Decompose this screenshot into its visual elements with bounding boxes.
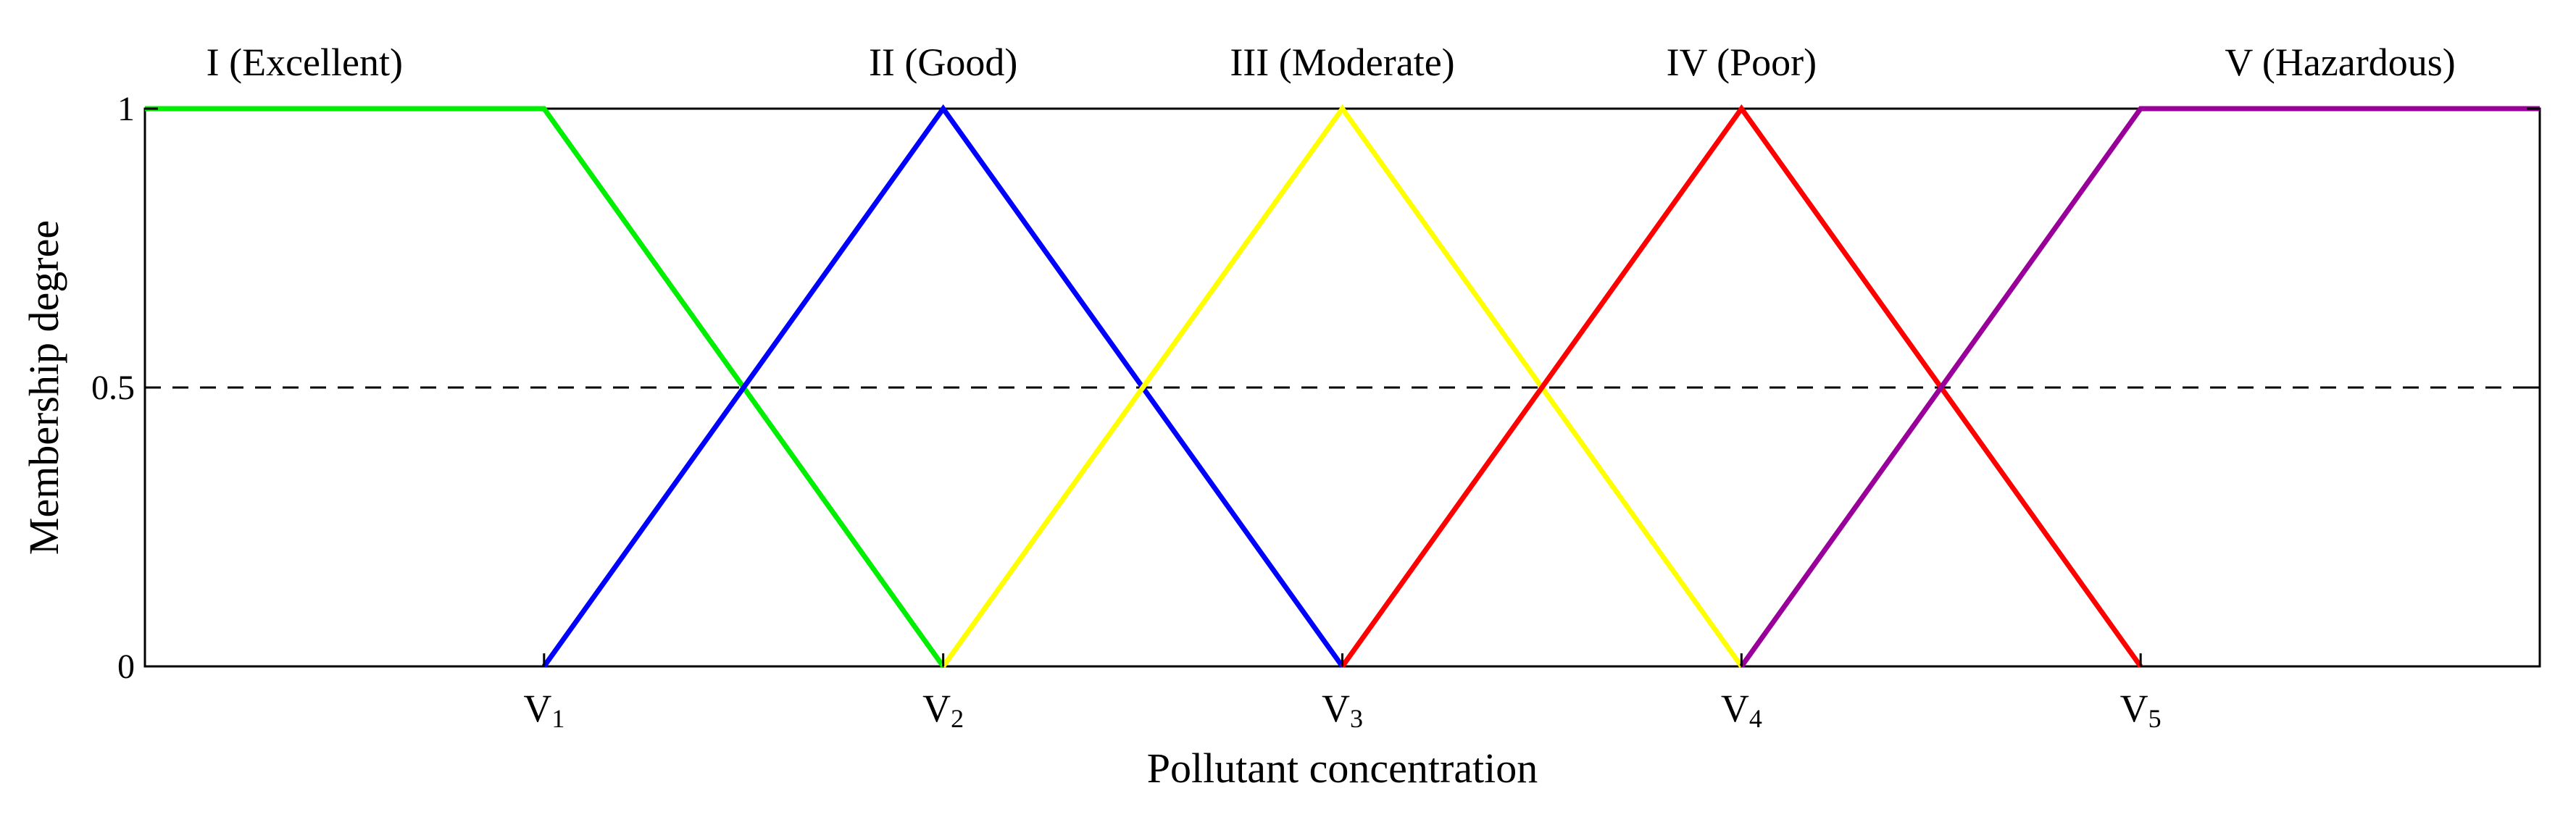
x-tick-label: V5: [2120, 687, 2162, 733]
series-line-2: [541, 104, 1345, 669]
class-label-1: I (Excellent): [207, 41, 403, 84]
y-axis-ticks: 00.51: [91, 90, 2540, 686]
y-tick-label: 0.5: [91, 369, 135, 407]
x-axis-ticks: V1 V2 V3 V4 V5: [523, 653, 2162, 733]
y-tick-label: 0: [117, 648, 135, 686]
series-layer: [145, 104, 2540, 669]
series-line-1: [145, 106, 946, 669]
class-label-5: V (Hazardous): [2225, 41, 2455, 84]
x-tick-label: V4: [1721, 687, 1762, 733]
class-label-3: III (Moderate): [1230, 41, 1454, 84]
class-labels: I (Excellent) II (Good) III (Moderate) IV (…: [207, 41, 2456, 84]
series-line-3: [941, 104, 1744, 669]
x-axis-title: Pollutant concentration: [1147, 745, 1538, 792]
x-tick-label: V1: [523, 687, 564, 733]
y-tick-label: 1: [117, 90, 135, 128]
class-label-2: II (Good): [869, 41, 1017, 84]
x-tick-label: V2: [922, 687, 964, 733]
series-line-4: [1340, 104, 2143, 669]
series-line-5: [1739, 106, 2540, 669]
x-tick-label: V3: [1322, 687, 1363, 733]
class-label-4: IV (Poor): [1667, 41, 1817, 84]
y-axis-title: Membership degree: [20, 220, 67, 555]
